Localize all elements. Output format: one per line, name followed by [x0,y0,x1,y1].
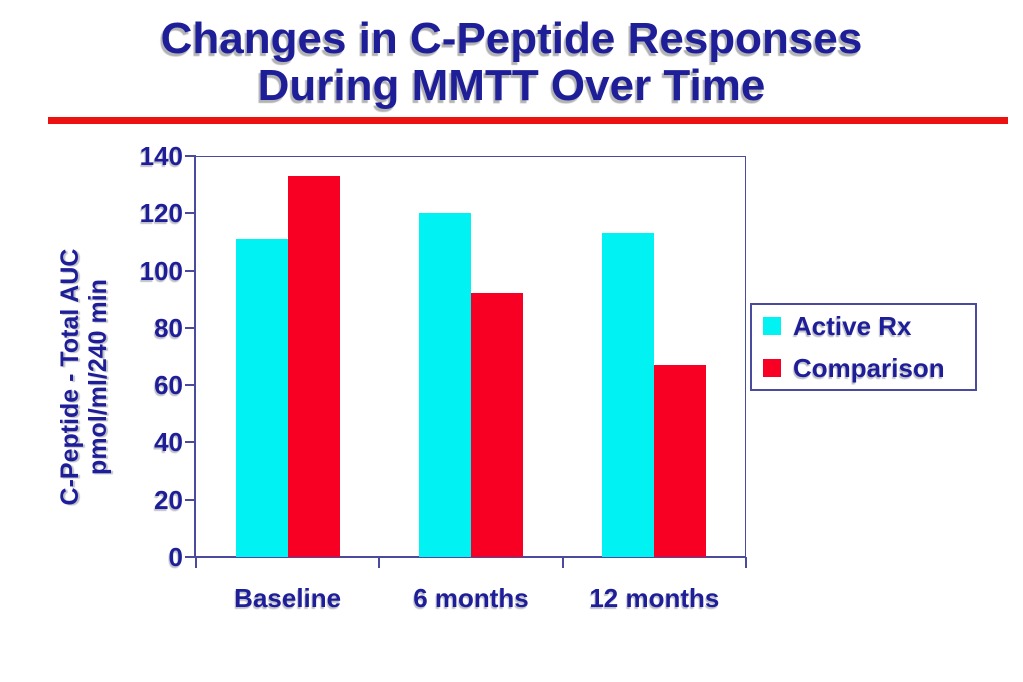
y-tick-label-140: 140 [139,141,183,171]
bar-comparison-12-months [654,365,707,557]
x-tick-mark-2 [561,557,564,568]
y-tick-mark-80 [185,326,196,329]
y-tick-mark-40 [185,441,196,444]
y-tick-mark-0 [185,556,196,558]
y-tick-mark-140 [185,155,196,157]
y-axis-title-line-1: C-Peptide - Total AUC [56,248,84,506]
y-tick-label-60: 60 [154,370,183,401]
slide-title: Changes in C-Peptide Responses During MM… [0,15,1023,109]
y-tick-label-40: 40 [154,427,183,458]
title-underline-rule [48,117,1008,124]
y-tick-label-100: 100 [139,255,183,286]
x-tick-label-12-months: 12 months [589,583,720,613]
y-tick-label-20: 20 [154,484,183,515]
title-line-1: Changes in C-Peptide Responses [160,14,863,63]
y-tick-mark-20 [185,498,196,501]
x-tick-label-6-months: 6 months [413,583,529,613]
bar-active-rx-12-months [602,233,655,557]
x-tick-mark-0 [195,557,197,568]
y-tick-label-0: 0 [168,542,183,572]
bar-active-rx-6-months [419,213,471,557]
bar-comparison-6-months [471,293,523,557]
legend-label: Comparison [793,353,945,383]
legend: Active Rx Comparison [750,303,977,391]
legend-label: Active Rx [793,311,912,341]
x-tick-mark-1 [378,557,381,568]
bar-active-rx-baseline [235,239,288,557]
title-line-2: During MMTT Over Time [257,61,766,110]
y-tick-label-120: 120 [139,198,183,229]
y-tick-mark-120 [185,212,196,215]
legend-swatch-comparison-icon [763,359,781,377]
legend-item-comparison: Comparison [763,355,975,381]
legend-item-active-rx: Active Rx [763,313,975,339]
y-tick-mark-100 [185,269,196,272]
x-tick-mark-3 [745,557,747,568]
bar-comparison-baseline [287,176,340,557]
y-tick-mark-60 [185,384,196,387]
y-tick-label-80: 80 [154,312,183,343]
x-tick-label-baseline: Baseline [234,583,342,613]
legend-swatch-active-rx-icon [763,317,781,335]
